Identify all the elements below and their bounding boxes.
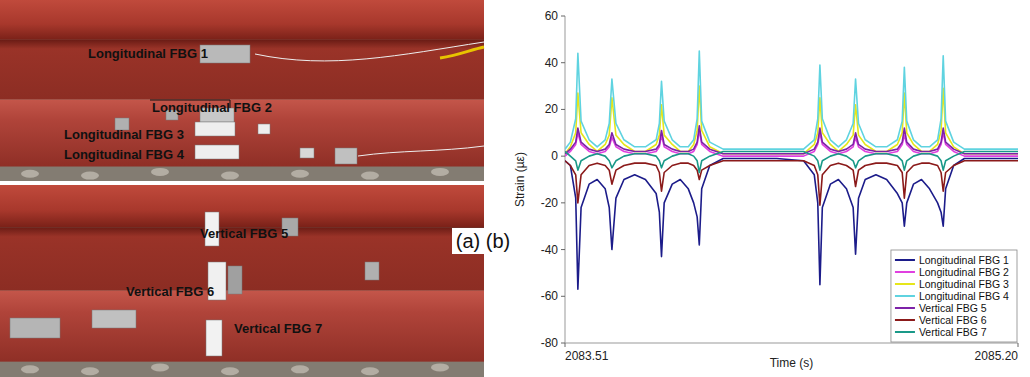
pebble <box>21 170 39 178</box>
y-tick <box>561 109 565 110</box>
tape <box>300 148 314 158</box>
y-tick <box>561 16 565 17</box>
pebble <box>221 367 239 375</box>
rail-flange <box>0 100 484 167</box>
gravel <box>0 185 484 377</box>
sensor-label: Longitudinal FBG 1 <box>88 46 208 61</box>
fibre <box>255 42 484 61</box>
pebble <box>431 168 449 176</box>
series-line <box>565 158 1018 289</box>
tape <box>335 148 357 164</box>
legend-swatch <box>895 307 915 309</box>
y-tick-label: -80 <box>541 336 559 350</box>
rail-flange <box>0 291 484 362</box>
y-tick-label: -20 <box>541 196 559 210</box>
x-axis-title: Time (s) <box>770 356 814 370</box>
series-line <box>565 151 1018 172</box>
tape <box>195 122 235 136</box>
legend: Longitudinal FBG 1Longitudinal FBG 2Long… <box>891 250 1017 342</box>
sensor-label: Vertical FBG 7 <box>234 321 322 336</box>
gravel <box>0 0 484 181</box>
pebble <box>81 367 99 375</box>
legend-label: Longitudinal FBG 4 <box>919 290 1009 302</box>
figure: Longitudinal FBG 1Longitudinal FBG 2Long… <box>0 0 1030 377</box>
pebble <box>221 172 239 180</box>
sensor-label: Vertical FBG 6 <box>126 284 214 299</box>
legend-label: Longitudinal FBG 1 <box>919 254 1009 266</box>
pebble <box>291 365 309 373</box>
pebble <box>361 172 379 180</box>
rail-head <box>0 0 484 40</box>
y-tick <box>561 296 565 297</box>
y-tick-label: 0 <box>551 149 558 163</box>
sensor-label: Longitudinal FBG 2 <box>152 100 272 115</box>
panel-label: (a) <box>456 230 480 252</box>
legend-swatch <box>895 271 915 273</box>
legend-swatch <box>895 331 915 333</box>
legend-label: Longitudinal FBG 3 <box>919 278 1009 290</box>
axes: -80 -60 -40 -20 0 20 40 60 2083.51 2085.20 Time (s… <box>513 9 1018 370</box>
sensor-label: Longitudinal FBG 4 <box>64 147 185 162</box>
background <box>0 0 1030 377</box>
y-tick <box>561 156 565 157</box>
sensor-label: Vertical FBG 5 <box>200 226 288 241</box>
legend-swatch <box>895 283 915 285</box>
tape <box>206 320 222 356</box>
tape <box>365 262 379 280</box>
pebble <box>291 170 309 178</box>
tape <box>228 266 242 294</box>
legend-swatch <box>895 319 915 321</box>
fibre <box>358 146 484 156</box>
x-tick <box>1018 343 1019 347</box>
x-tick-label: 2085.20 <box>975 349 1019 363</box>
rail-web <box>0 40 484 100</box>
tape <box>195 145 239 159</box>
pebble <box>21 365 39 373</box>
y-tick-label: -60 <box>541 289 559 303</box>
legend-label: Vertical FBG 5 <box>919 302 987 314</box>
panel-label-ground <box>452 228 484 254</box>
sensor-label: Longitudinal FBG 3 <box>64 127 184 142</box>
photo: Longitudinal FBG 1 Longitudinal FBG 2 Long… <box>0 0 484 377</box>
pebble <box>81 172 99 180</box>
tape <box>10 318 60 338</box>
tape <box>92 310 136 328</box>
series-lines <box>565 51 1018 289</box>
y-tick <box>561 249 565 250</box>
legend-label: Vertical FBG 7 <box>919 326 987 338</box>
cable <box>440 47 484 58</box>
legend-swatch <box>895 259 915 261</box>
pebble <box>151 363 169 371</box>
y-tick-label: -40 <box>541 243 559 257</box>
y-tick <box>561 343 565 344</box>
series-line <box>565 51 1018 149</box>
series-line <box>565 161 1018 205</box>
y-tick-label: 40 <box>545 56 559 70</box>
legend-swatch <box>895 295 915 297</box>
series-line <box>565 126 1018 154</box>
rail-head <box>0 185 484 227</box>
y-tick <box>561 202 565 203</box>
y-axis <box>565 16 566 343</box>
x-tick-label: 2083.51 <box>565 349 609 363</box>
series-line <box>565 86 1018 154</box>
legend-label: Longitudinal FBG 2 <box>919 266 1009 278</box>
x-axis <box>565 343 1018 344</box>
x-tick <box>565 343 566 347</box>
y-tick <box>561 62 565 63</box>
y-axis-title: Strain (µε) <box>513 152 527 207</box>
legend-label: Vertical FBG 6 <box>919 314 987 326</box>
pebble <box>361 367 379 375</box>
pebble <box>431 363 449 371</box>
tape <box>258 124 270 134</box>
y-tick-label: 20 <box>545 102 559 116</box>
separator <box>0 181 484 185</box>
legend-box <box>891 250 1017 342</box>
panel-label: (b) <box>486 230 510 252</box>
y-tick-label: 60 <box>545 9 559 23</box>
pebble <box>151 168 169 176</box>
